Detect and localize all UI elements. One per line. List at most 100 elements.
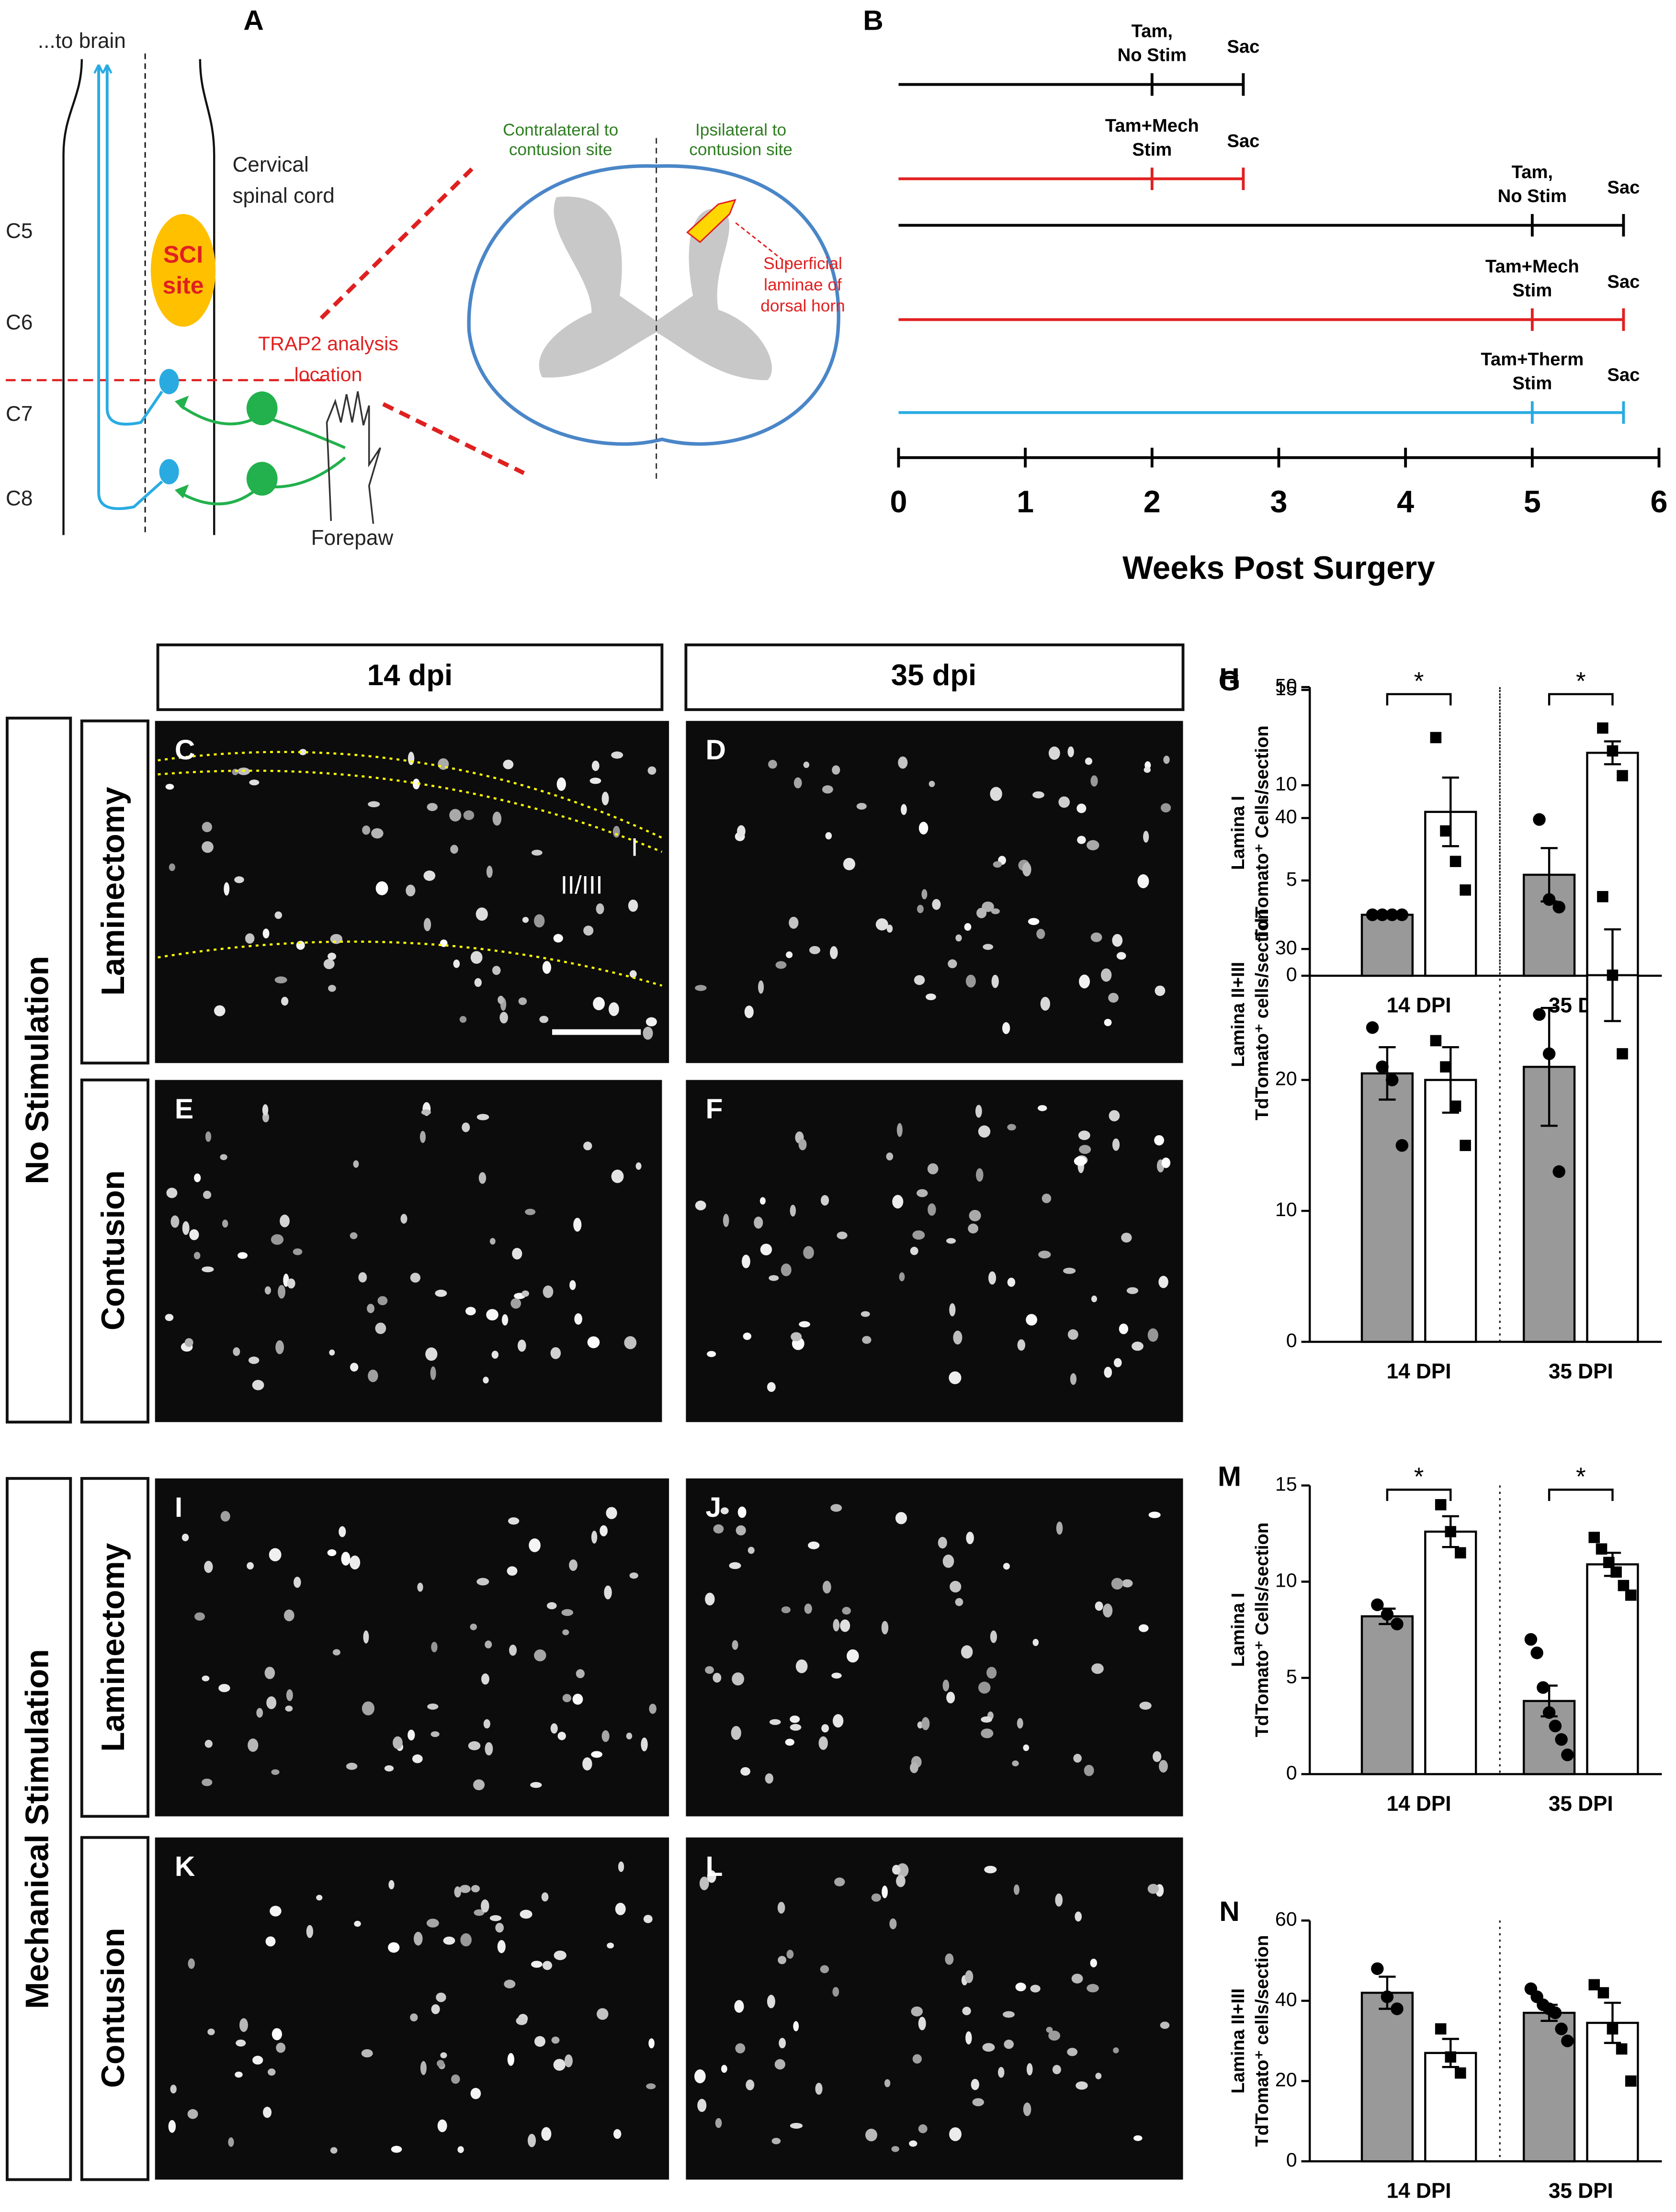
cell [961, 1645, 973, 1659]
cell [875, 918, 888, 931]
cell [170, 1215, 180, 1228]
cell [350, 1232, 358, 1240]
point [1381, 1990, 1394, 2003]
cell [481, 1899, 489, 1913]
cell [222, 1219, 228, 1228]
cell [189, 1229, 199, 1241]
cell [539, 1016, 549, 1023]
cell [281, 996, 289, 1006]
cell [601, 791, 609, 806]
cell [736, 1525, 746, 1535]
point [1533, 1008, 1546, 1021]
point [1395, 908, 1409, 921]
cell [437, 2060, 444, 2067]
cell [419, 1130, 426, 1143]
cell [420, 2061, 427, 2075]
x-tick-label: 35 DPI [1549, 1360, 1613, 1383]
cell [264, 1667, 275, 1680]
y-tick-label: 15 [1275, 677, 1297, 700]
cell [275, 1340, 284, 1354]
tam-label: Tam+Therm [1481, 349, 1584, 370]
y-tick-label: 40 [1275, 1988, 1297, 2010]
point [1371, 1962, 1384, 1975]
error-bar [1540, 1006, 1558, 1127]
cell [1104, 1018, 1112, 1027]
cell [328, 985, 336, 992]
cell [384, 1765, 394, 1772]
cell [202, 1675, 210, 1682]
cell [740, 1767, 750, 1776]
cell [820, 1965, 829, 1974]
cell [896, 1123, 903, 1137]
cell [1119, 1323, 1129, 1334]
label: location [294, 363, 362, 385]
cell [847, 1649, 859, 1663]
error-bar [1379, 1046, 1396, 1101]
cell [604, 1585, 612, 1600]
cell [184, 1338, 193, 1347]
cell [363, 1630, 369, 1644]
y-tick-label: 10 [1275, 773, 1297, 795]
cell [821, 1724, 829, 1733]
cell [1070, 1373, 1077, 1385]
cell [272, 2028, 282, 2041]
point [1450, 1100, 1461, 1112]
significance: * [1414, 1463, 1424, 1491]
cell [926, 993, 936, 1001]
cell [737, 825, 746, 837]
label: contusion site [509, 140, 612, 159]
cell [768, 760, 777, 769]
y-tick-label: 40 [1275, 805, 1297, 827]
cell [1095, 1601, 1103, 1611]
cell [516, 2016, 528, 2025]
y-axis-label: Lamina I [1228, 796, 1248, 870]
significance-bracket [1386, 693, 1452, 706]
significance-bracket [1548, 693, 1614, 706]
condition-box [5, 716, 72, 1424]
y-tick-label: 10 [1275, 1569, 1297, 1591]
cell [600, 1525, 608, 1536]
cell [220, 1154, 227, 1161]
y-tick-label: 30 [1275, 937, 1297, 959]
cell [264, 1286, 271, 1295]
cell [976, 908, 987, 918]
cell [978, 1682, 991, 1694]
point [1537, 1681, 1550, 1694]
cell [886, 925, 893, 933]
point [1607, 2023, 1619, 2035]
cell [252, 1380, 264, 1390]
cell [503, 759, 514, 769]
cell [949, 2127, 962, 2141]
cell [572, 1693, 583, 1705]
label: ...to brain [38, 29, 126, 53]
sac-label: Sac [1607, 364, 1640, 385]
cell [542, 1961, 552, 1970]
cell [1160, 2021, 1170, 2029]
cell [1147, 1884, 1159, 1894]
cell [713, 1672, 722, 1683]
row-label: Laminectomy [95, 1543, 131, 1751]
neuron [246, 391, 278, 426]
cell [1042, 1194, 1052, 1203]
cell [276, 2043, 286, 2053]
cell [618, 1861, 624, 1872]
cell [525, 1208, 536, 1215]
cell [707, 1870, 716, 1883]
y-tick-label: 5 [1286, 868, 1297, 890]
y-tick-label: 5 [1286, 1665, 1297, 1687]
point [1625, 2075, 1637, 2087]
cell [491, 1351, 499, 1359]
cell [517, 1339, 526, 1352]
cell [1026, 1314, 1038, 1326]
cell [350, 1363, 359, 1372]
cell [423, 918, 431, 931]
cell [233, 1347, 240, 1356]
cell [234, 876, 244, 883]
cell [576, 1669, 585, 1679]
cell [942, 1679, 950, 1692]
point [1440, 825, 1451, 837]
cell [556, 777, 566, 791]
cell [723, 1214, 729, 1227]
panel-letter: D [706, 734, 726, 766]
